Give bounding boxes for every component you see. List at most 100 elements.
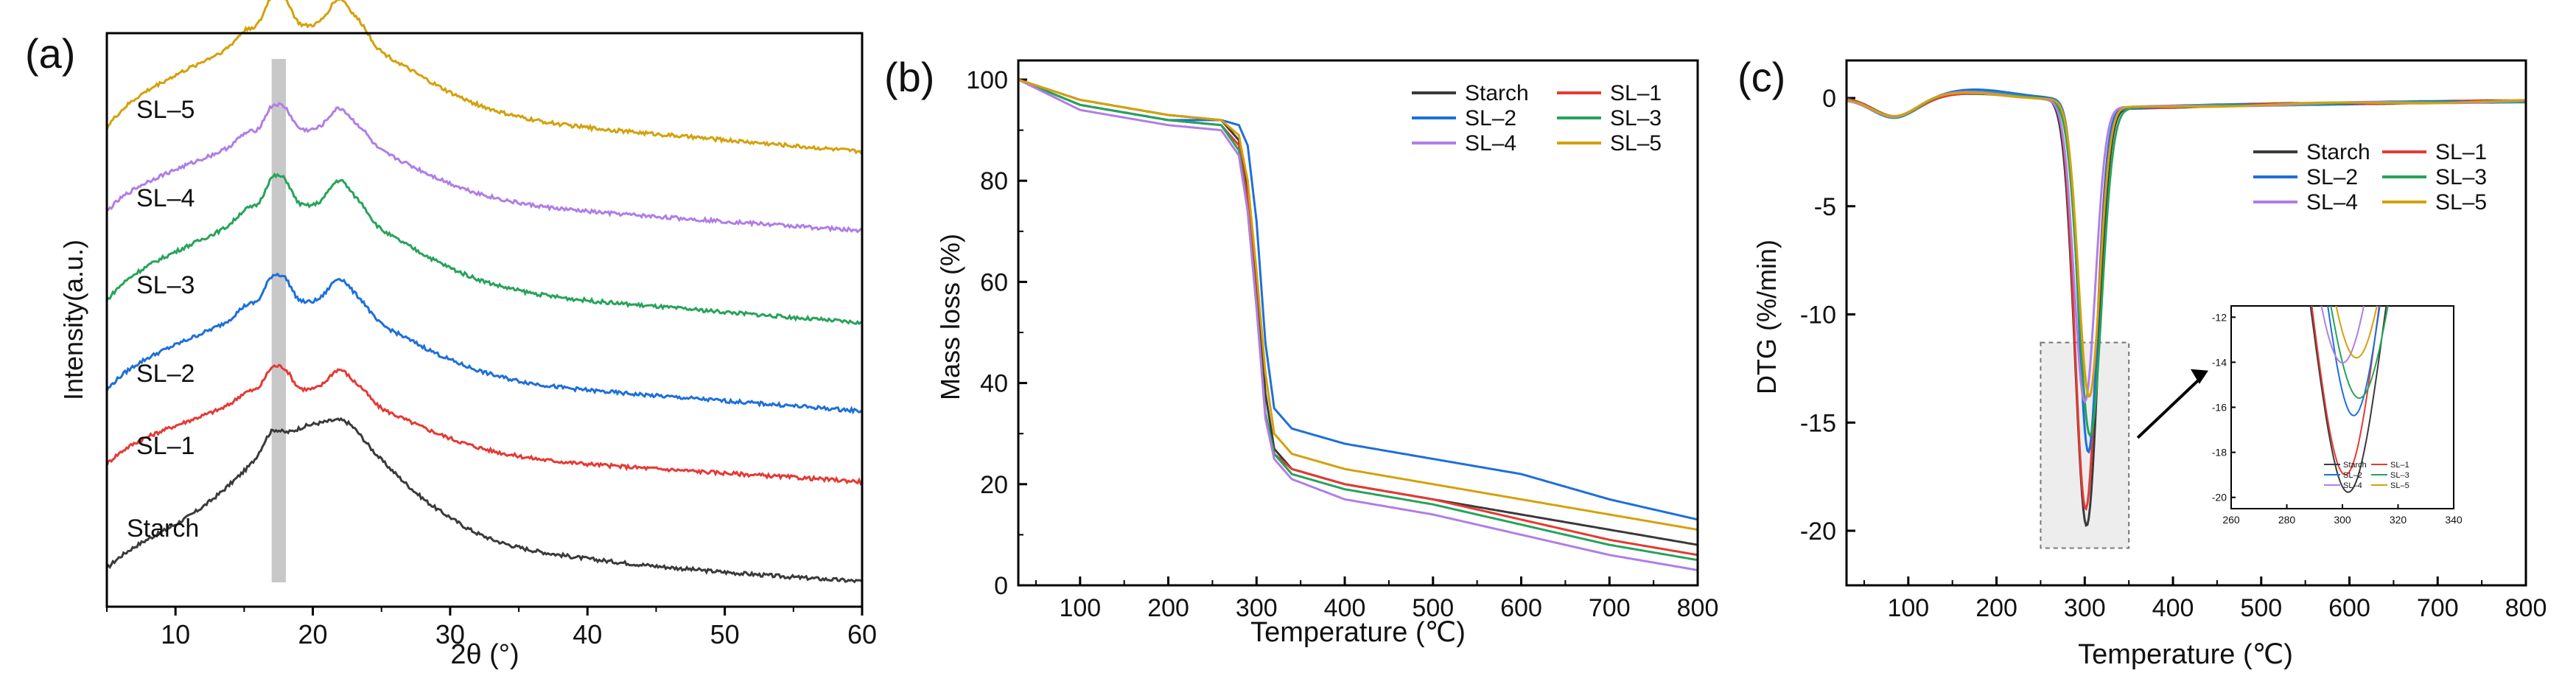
series-line-Starch xyxy=(105,417,863,584)
inset-frame xyxy=(2230,305,2454,509)
inset-y-tick-label: -20 xyxy=(2212,492,2227,503)
series-line-SL–4 xyxy=(1018,78,1698,571)
panel-a-x-axis-label: 2θ (°) xyxy=(450,639,519,670)
inset-curves xyxy=(2309,306,2389,493)
x-tick-label: 600 xyxy=(2328,594,2370,622)
inset-x-tick-label: 260 xyxy=(2222,514,2240,526)
inset-legend-label: SL–1 xyxy=(2390,461,2409,470)
x-tick-label: 600 xyxy=(1500,594,1542,622)
inset-y-tick-label: -18 xyxy=(2212,447,2227,459)
y-tick-label: -20 xyxy=(1800,518,1836,546)
series-line-SL–2 xyxy=(1018,78,1698,521)
highlight-band xyxy=(271,59,286,582)
inset-x-tick-label: 300 xyxy=(2334,514,2351,526)
series-label: SL–1 xyxy=(136,432,195,460)
legend-label: Starch xyxy=(2306,140,2370,164)
series-label: SL–3 xyxy=(136,271,195,299)
panel-c-x-axis-label: Temperature (℃) xyxy=(2078,639,2293,670)
inset-series-line-SL–2 xyxy=(2327,306,2381,417)
inset-y-tick-label: -16 xyxy=(2212,402,2227,414)
panel-a-y-axis-label: Intensity(a.u.) xyxy=(58,240,88,400)
series-line-SL–5 xyxy=(105,0,864,155)
panel-b-y-axis-label: Mass loss (%) xyxy=(935,234,965,400)
panel-c-y-axis-label: DTG (%/min) xyxy=(1751,240,1782,394)
x-tick-label: 300 xyxy=(1236,594,1278,622)
legend-label: SL–1 xyxy=(1610,81,1662,105)
x-tick-label: 100 xyxy=(1059,594,1101,622)
legend-label: SL–5 xyxy=(2435,190,2487,215)
inset-series-line-SL–4 xyxy=(2320,306,2365,364)
inset-legend-label: SL–5 xyxy=(2390,481,2409,490)
x-tick-label: 10 xyxy=(161,619,190,649)
x-tick-label: 20 xyxy=(298,619,328,649)
inset-x-tick-label: 340 xyxy=(2445,514,2463,526)
x-tick-label: 800 xyxy=(2505,594,2547,622)
inset-series-line-SL–5 xyxy=(2335,306,2378,359)
series-label: SL–4 xyxy=(136,184,195,212)
panel-c-legend: Starch SL–1 SL–2 SL–3 SL–4 SL–5 xyxy=(2253,140,2487,215)
x-tick-label: 800 xyxy=(1677,594,1719,622)
x-tick-label: 30 xyxy=(435,619,465,649)
panel-b-frame xyxy=(1017,59,1699,587)
series-line-SL–5 xyxy=(1018,78,1698,531)
panel-b-plot: 100 200 300 400 500 600 700 800 0 20 40 60 80 100 xyxy=(966,66,1718,622)
x-tick-label: 40 xyxy=(573,619,602,649)
panel-a-label: (a) xyxy=(25,30,75,77)
panel-c-frame xyxy=(1845,59,2527,587)
panel-a-frame xyxy=(105,32,864,608)
legend-label: SL–2 xyxy=(2306,165,2358,189)
panel-c-plot: 100 200 300 400 500 600 700 800 -20 -15 -10 -5 0 xyxy=(1800,85,2547,622)
x-tick-label: 500 xyxy=(1412,594,1454,622)
series-line-SL–3 xyxy=(1018,78,1698,562)
x-tick-label: 200 xyxy=(1975,594,2017,622)
legend-label: SL–2 xyxy=(1465,106,1516,130)
panel-c: (c) 100 200 300 400 500 600 700 800 -20 -15 -10 -5 0… xyxy=(1737,54,2547,670)
inset-legend-label: SL–3 xyxy=(2390,471,2409,480)
x-tick-label: 700 xyxy=(1589,594,1631,622)
zoom-arrow-head xyxy=(2190,369,2208,384)
panel-a: (a) 10 20 30 40 50 60 Starch SL–1 SL–2 SL–3 SL–4 SL… xyxy=(25,0,877,670)
inset-series-line-SL–1 xyxy=(2311,306,2380,476)
x-tick-label: 700 xyxy=(2417,594,2459,622)
y-tick-label: -5 xyxy=(1814,193,1836,221)
legend-label: SL–3 xyxy=(1610,106,1662,130)
inset-legend-label: Starch xyxy=(2343,461,2367,470)
y-tick-label: 40 xyxy=(980,370,1008,398)
x-tick-label: 300 xyxy=(2064,594,2106,622)
inset-x-tick-label: 320 xyxy=(2390,514,2407,526)
panel-b-x-axis-label: Temperature (℃) xyxy=(1250,617,1466,648)
series-line-SL–5 xyxy=(1846,91,2526,398)
inset-series-line-SL–3 xyxy=(2330,306,2389,400)
panel-a-plot: 10 20 30 40 50 60 Starch SL–1 SL–2 SL–3 SL–4 SL–5 xyxy=(105,0,877,649)
x-tick-label: 100 xyxy=(1887,594,1929,622)
series-label: SL–5 xyxy=(136,96,195,124)
y-tick-label: 100 xyxy=(966,66,1008,94)
x-tick-label: 60 xyxy=(847,619,877,649)
legend-label: SL–4 xyxy=(2306,190,2358,215)
legend-label: SL–5 xyxy=(1610,131,1662,156)
y-tick-label: 60 xyxy=(980,268,1008,296)
series-label: Starch xyxy=(127,515,199,543)
y-tick-label: 20 xyxy=(980,471,1008,499)
series-line-SL–4 xyxy=(106,102,863,234)
inset-y-tick-label: -12 xyxy=(2212,311,2227,323)
panel-c-label: (c) xyxy=(1737,54,1785,100)
panel-b-legend: Starch SL–1 SL–2 SL–3 SL–4 SL–5 xyxy=(1412,81,1662,156)
series-line-SL–2 xyxy=(105,272,864,415)
series-line-SL–1 xyxy=(1018,78,1698,557)
series-label: SL–2 xyxy=(136,360,195,388)
x-tick-label: 50 xyxy=(710,619,740,649)
x-tick-label: 400 xyxy=(1324,594,1366,622)
series-line-SL–1 xyxy=(105,363,864,487)
inset-legend-label: SL–2 xyxy=(2343,471,2362,480)
legend-label: SL–3 xyxy=(2435,165,2487,189)
inset-x-tick-label: 280 xyxy=(2278,514,2296,526)
y-tick-label: -15 xyxy=(1800,409,1836,437)
panel-b: (b) 100 200 300 400 500 600 700 800020406080100… xyxy=(884,54,1718,648)
zoom-arrow-line xyxy=(2136,374,2205,439)
legend-label: SL–4 xyxy=(1465,131,1516,156)
inset-series-line-Starch xyxy=(2309,306,2387,493)
y-tick-label: 80 xyxy=(980,167,1008,195)
series-line-SL–3 xyxy=(105,172,863,326)
